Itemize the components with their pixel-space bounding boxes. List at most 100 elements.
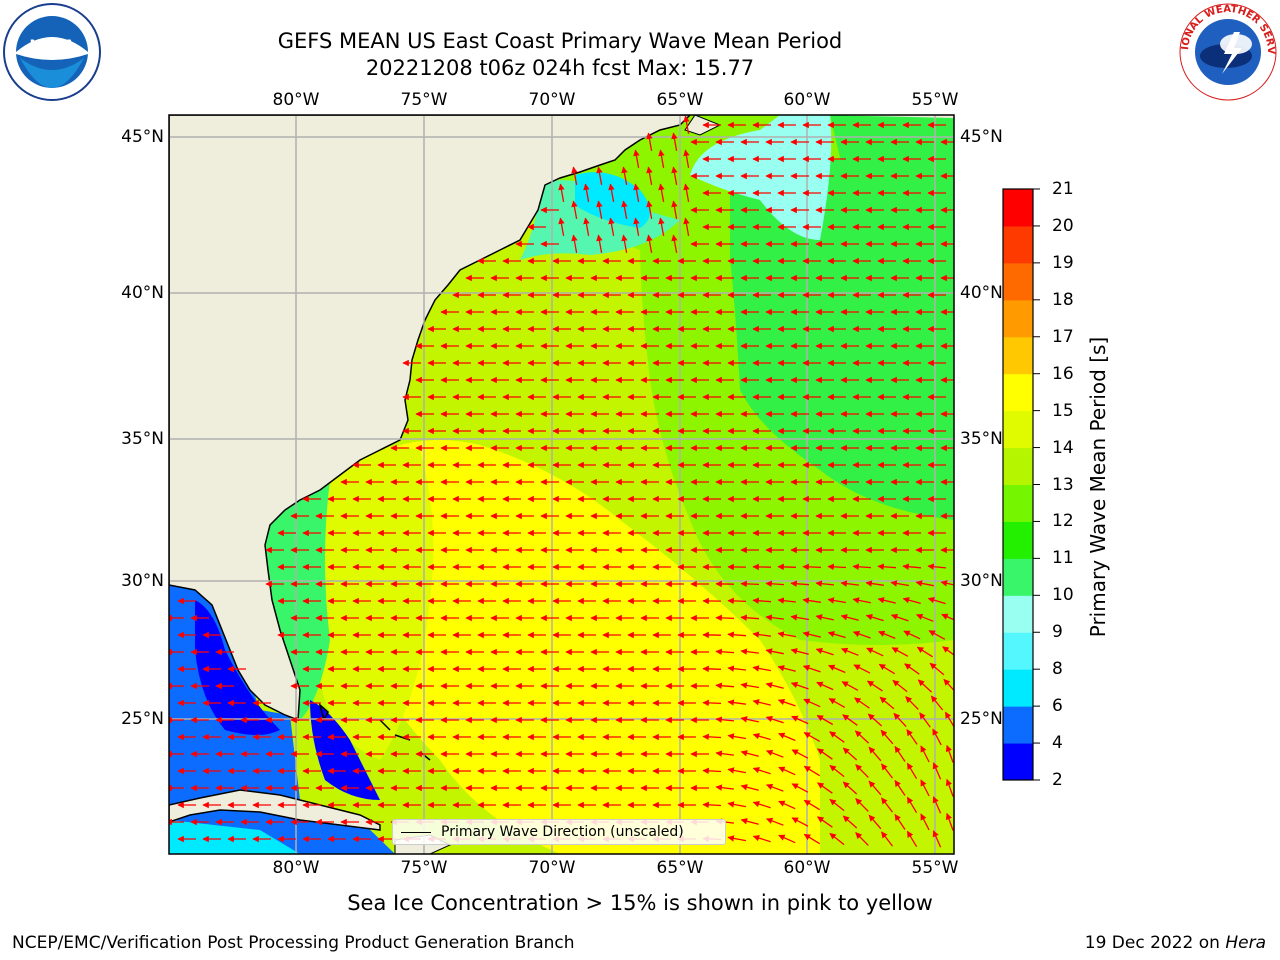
wave-arrow bbox=[791, 749, 809, 759]
colorbar-segment bbox=[1003, 189, 1033, 227]
map-title: GEFS MEAN US East Coast Primary Wave Mea… bbox=[277, 29, 843, 53]
colorbar-segment bbox=[1003, 299, 1033, 338]
wave-arrow bbox=[855, 764, 869, 778]
wave-arrow bbox=[842, 714, 858, 726]
graticule bbox=[169, 115, 954, 854]
wave-arrow bbox=[752, 800, 771, 809]
field-6s bbox=[575, 172, 650, 228]
wave-arrow bbox=[802, 563, 822, 571]
noaa-logo: NOAA bbox=[3, 3, 101, 101]
wave-arrow bbox=[778, 834, 796, 844]
wave-arrow bbox=[671, 166, 678, 186]
wave-arrow bbox=[702, 801, 722, 809]
wave-arrow bbox=[702, 767, 722, 775]
wave-arrow bbox=[765, 648, 784, 655]
wave-arrow bbox=[802, 664, 821, 673]
wave-arrow bbox=[817, 748, 833, 760]
colorbar bbox=[1003, 188, 1040, 781]
field-coastal bbox=[265, 480, 330, 720]
wave-arrow bbox=[877, 597, 896, 604]
field-15s bbox=[342, 440, 820, 854]
wave-arrow bbox=[916, 646, 933, 658]
wave-arrow bbox=[866, 680, 883, 692]
wave-arrow bbox=[880, 729, 894, 745]
wave-arrow bbox=[878, 630, 896, 640]
wave-arrow bbox=[920, 745, 930, 763]
wave-arrow bbox=[596, 234, 603, 254]
wave-arrow bbox=[943, 678, 954, 692]
y-tick-right-45n: 45°N bbox=[960, 127, 1003, 147]
wave-arrow bbox=[658, 183, 665, 203]
wave-arrow bbox=[894, 745, 906, 762]
colorbar-tick-label: 20 bbox=[1052, 215, 1074, 236]
field-11s-north bbox=[830, 115, 954, 250]
colorbar-tick-label: 17 bbox=[1052, 326, 1074, 347]
y-tick-left-30n: 30°N bbox=[121, 571, 164, 591]
x-tick-top-60w: 60°W bbox=[783, 90, 831, 110]
wave-arrow bbox=[840, 647, 859, 656]
colorbar-tick-label: 9 bbox=[1052, 622, 1063, 643]
y-tick-right-30n: 30°N bbox=[960, 571, 1003, 591]
colorbar-segment bbox=[1003, 558, 1033, 596]
wave-arrow bbox=[727, 631, 747, 638]
field-bahamas bbox=[310, 700, 380, 800]
wave-arrow bbox=[802, 597, 821, 604]
wave-arrow bbox=[854, 730, 870, 744]
x-tick-bottom-70w: 70°W bbox=[528, 858, 576, 878]
bahamas-islands bbox=[318, 702, 329, 723]
colorbar-segment bbox=[1003, 336, 1033, 375]
wave-arrow bbox=[803, 732, 821, 742]
wave-arrow bbox=[633, 183, 640, 203]
wave-arrow bbox=[778, 800, 796, 810]
colorbar-segment bbox=[1003, 484, 1033, 522]
wave-arrow bbox=[829, 832, 845, 846]
wave-arrow bbox=[840, 580, 859, 587]
wave-arrow bbox=[868, 746, 882, 762]
colorbar-tick-label: 8 bbox=[1052, 659, 1063, 680]
wave-arrow bbox=[646, 132, 653, 152]
footer-date: 19 Dec 2022 on Hera bbox=[1085, 932, 1266, 954]
wave-arrow bbox=[927, 563, 947, 570]
wave-arrow bbox=[671, 200, 678, 220]
wave-arrow bbox=[702, 699, 722, 707]
wave-arrow bbox=[702, 733, 722, 741]
wave-arrow bbox=[920, 813, 930, 831]
wave-arrow bbox=[902, 597, 921, 605]
wave-arrow bbox=[906, 762, 918, 780]
wave-arrow bbox=[940, 580, 954, 587]
map-subtitle-forecast: 20221208 t06z 024h fcst Max: 15.77 bbox=[365, 56, 755, 80]
wave-arrow bbox=[621, 166, 628, 186]
wave-arrow bbox=[558, 217, 565, 237]
wave-arrow bbox=[646, 234, 653, 254]
legend-label: Primary Wave Direction (unscaled) bbox=[441, 824, 684, 840]
wave-arrow bbox=[866, 647, 884, 657]
wave-arrow bbox=[816, 681, 834, 691]
wave-arrow bbox=[815, 614, 834, 621]
wave-arrow bbox=[777, 597, 796, 604]
wave-arrow bbox=[608, 217, 615, 237]
wave-arrow bbox=[929, 662, 945, 676]
wave-arrow bbox=[815, 580, 835, 587]
colorbar-label: Primary Wave Mean Period [s] bbox=[1086, 336, 1110, 638]
x-tick-bottom-60w: 60°W bbox=[783, 858, 831, 878]
wave-arrow bbox=[790, 648, 809, 655]
wave-arrow bbox=[942, 646, 954, 656]
y-tick-left-45n: 45°N bbox=[121, 127, 164, 147]
wave-arrow bbox=[777, 631, 797, 638]
wave-arrow bbox=[842, 747, 858, 761]
wave-arrow bbox=[608, 183, 615, 203]
wave-arrow bbox=[945, 812, 954, 831]
wave-arrow bbox=[932, 728, 942, 746]
colorbar-tick-label: 16 bbox=[1052, 363, 1074, 384]
wave-arrow bbox=[827, 563, 847, 571]
wave-arrow bbox=[817, 816, 833, 828]
colorbar-tick-label: 18 bbox=[1052, 289, 1074, 310]
wave-arrow bbox=[715, 682, 735, 689]
x-tick-top-65w: 65°W bbox=[656, 90, 704, 110]
wave-arrow bbox=[765, 715, 784, 724]
nws-logo: NATIONAL WEATHER SERVICE bbox=[1178, 2, 1277, 101]
wave-arrow bbox=[842, 815, 858, 829]
wave-arrow bbox=[920, 779, 930, 797]
wave-arrow bbox=[865, 613, 884, 622]
colorbar-tick-label: 12 bbox=[1052, 511, 1074, 532]
